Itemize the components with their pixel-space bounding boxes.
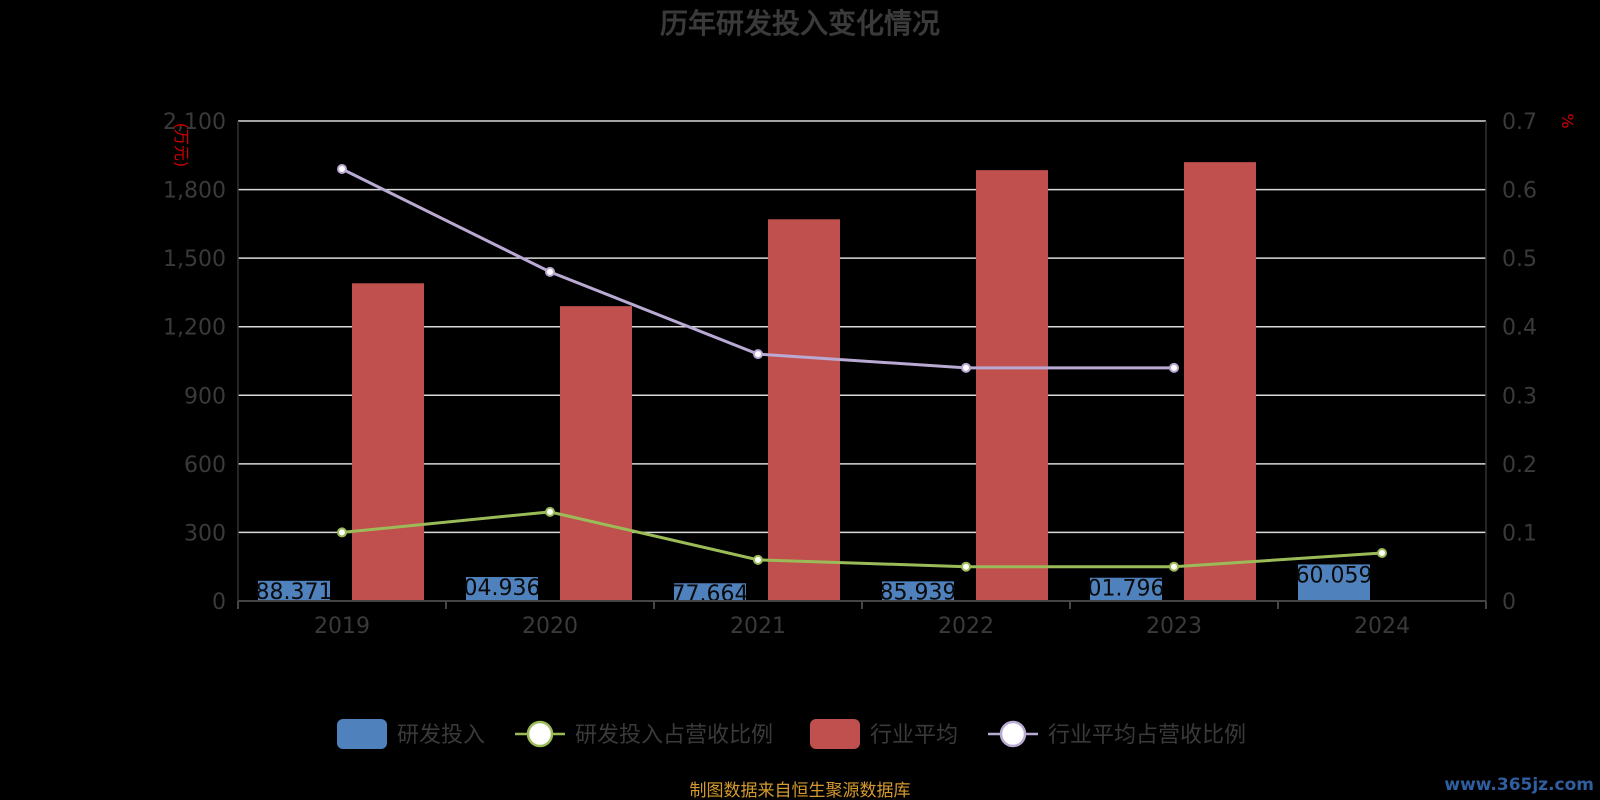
left-tick-label: 2,100 [163, 110, 226, 135]
left-tick-label: 600 [184, 453, 226, 478]
line-point [753, 554, 763, 565]
legend-label: 研发投入 [397, 723, 485, 748]
legend-label: 研发投入占营收比例 [575, 723, 773, 748]
line-point [337, 527, 347, 538]
right-tick-label: 0.6 [1502, 179, 1537, 204]
left-tick-label: 900 [184, 384, 226, 409]
legend-marker [999, 720, 1027, 748]
bar-series [258, 162, 1370, 602]
bar-rd [674, 583, 746, 601]
bar-rd [1090, 577, 1162, 601]
bar-value-label: 77.664 [672, 582, 749, 607]
chart-title: 历年研发投入变化情况 [660, 7, 940, 40]
right-axis-unit: % [1558, 113, 1577, 128]
left-axis: 0 300 600 900 1,200 1,500 1,800 2,100 [163, 110, 239, 615]
bar-value-label: 01.796 [1088, 577, 1165, 602]
left-tick-label: 1,800 [163, 179, 226, 204]
x-tick-label: 2022 [938, 614, 994, 639]
line-point [545, 506, 555, 517]
line-point [753, 349, 763, 360]
x-tick-label: 2020 [522, 614, 578, 639]
line-point [1169, 362, 1179, 373]
x-tick-label: 2021 [730, 614, 786, 639]
line-point [1169, 561, 1179, 572]
line-series [337, 164, 1387, 572]
bar-industry [768, 219, 840, 602]
bar-rd [1298, 564, 1370, 601]
watermark: www.365jz.com [1444, 775, 1594, 795]
line-point [1377, 548, 1387, 558]
right-tick-label: 0.3 [1502, 384, 1537, 409]
legend-label: 行业平均占营收比例 [1048, 723, 1246, 748]
x-axis: 2019 2020 2021 2022 2023 2024 [237, 600, 1487, 639]
bar-industry [1184, 162, 1256, 601]
legend-marker [526, 720, 554, 748]
left-axis-unit: (万元) [172, 123, 191, 168]
left-tick-label: 300 [184, 521, 226, 546]
x-tick-label: 2023 [1146, 614, 1202, 639]
right-tick-label: 0.1 [1502, 521, 1537, 546]
right-tick-label: 0.7 [1502, 110, 1537, 135]
legend-swatch [337, 719, 387, 749]
bar-value-label: 60.059 [1296, 563, 1373, 588]
line-industry-ratio [341, 167, 1174, 370]
bar-industry [560, 306, 632, 601]
line-point [961, 561, 971, 572]
legend-label: 行业平均 [870, 723, 958, 748]
right-axis: 0 0.1 0.2 0.3 0.4 0.5 0.6 0.7 [1485, 110, 1537, 615]
bar-industry [976, 170, 1048, 601]
bar-rd [258, 580, 330, 601]
line-point [545, 266, 555, 277]
right-tick-label: 0.5 [1502, 247, 1537, 272]
left-tick-label: 1,200 [163, 316, 226, 341]
bar-industry [352, 283, 424, 601]
right-tick-label: 0 [1502, 590, 1516, 615]
data-source-note: 制图数据来自恒生聚源数据库 [690, 781, 911, 800]
line-point [337, 164, 347, 174]
left-tick-label: 1,500 [163, 247, 226, 272]
bar-rd [882, 581, 954, 601]
x-tick-label: 2019 [314, 614, 370, 639]
legend-swatch [810, 719, 860, 749]
line-point [961, 362, 971, 373]
right-tick-label: 0.4 [1502, 316, 1537, 341]
bar-rd [466, 577, 538, 601]
right-tick-label: 0.2 [1502, 453, 1537, 478]
left-tick-label: 0 [212, 590, 226, 615]
line-rd-ratio [341, 510, 1383, 569]
bar-value-label: 04.936 [464, 576, 541, 601]
grid-lines [238, 120, 1486, 602]
legend: 研发投入 研发投入占营收比例 行业平均 行业平均占营收比例 [337, 719, 1246, 749]
x-tick-label: 2024 [1354, 614, 1410, 639]
